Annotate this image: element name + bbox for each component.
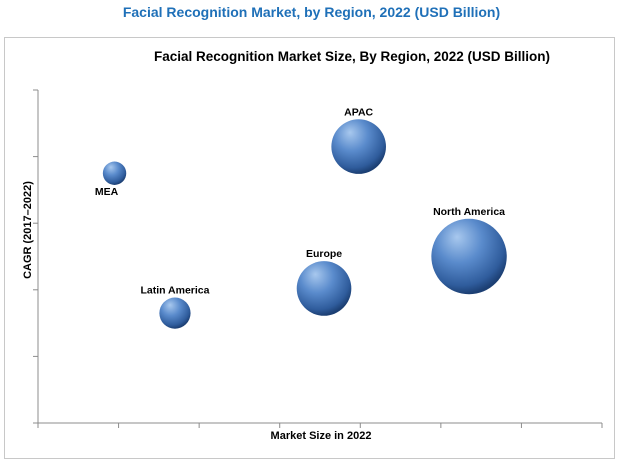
- axis-ticks: [33, 89, 603, 428]
- bubble-apac: [331, 119, 386, 174]
- bubble-label-apac: APAC: [344, 106, 373, 118]
- bubble-latin-america: [159, 297, 191, 329]
- y-axis-label: CAGR (2017–2022): [22, 181, 34, 279]
- bubble-label-latin-america: Latin America: [140, 285, 209, 297]
- bubble-label-europe: Europe: [306, 248, 342, 260]
- x-axis-label: Market Size in 2022: [271, 430, 372, 442]
- bubble-mea: [102, 161, 127, 185]
- page-title: Facial Recognition Market, by Region, 20…: [122, 4, 501, 20]
- bubble-labels-group: APAC North America Europe Latin America MEA: [95, 106, 505, 296]
- bubble-north-america: [431, 218, 507, 295]
- chart-frame: [4, 37, 615, 459]
- bubble-label-mea: MEA: [95, 186, 119, 198]
- bubble-europe: [296, 261, 352, 316]
- chart-title: Facial Recognition Market Size, By Regio…: [154, 49, 550, 64]
- bubble-label-north-america: North America: [433, 206, 505, 218]
- bubbles-group: [102, 119, 507, 329]
